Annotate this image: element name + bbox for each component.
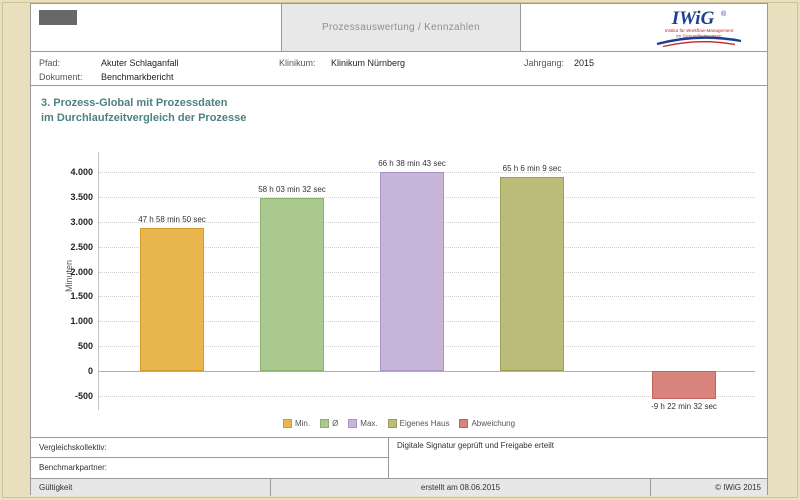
footer-right-note: Digitale Signatur geprüft und Freigabe e… <box>397 441 554 450</box>
legend-item: Min. <box>282 419 311 428</box>
legend-label: Ø <box>332 419 339 428</box>
logo-wordmark: IWiG <box>671 8 715 29</box>
header-corner-mark <box>39 10 77 25</box>
y-tick-label: 2.500 <box>70 241 93 252</box>
y-tick-label: 1.000 <box>70 316 93 327</box>
chart-title-line1: 3. Prozess-Global mit Prozessdaten <box>41 97 228 109</box>
y-tick-label: 3.500 <box>70 191 93 202</box>
legend-item: Abweichung <box>459 419 515 428</box>
bar-value-label: -9 h 22 min 32 sec <box>651 402 717 412</box>
bar-eigenes-haus <box>500 176 564 372</box>
field-value-jahrgang: 2015 <box>574 58 595 68</box>
bar-- <box>260 197 324 372</box>
y-tick-label: 1.500 <box>70 291 93 302</box>
footer-bottom-left: Gültigkeit <box>31 479 271 496</box>
logo-subtitle-line1: Institut für Workflow-Management <box>665 28 734 33</box>
report-meta: Pfad: Akuter Schlaganfall Klinikum: Klin… <box>31 52 767 86</box>
y-tick-label: 500 <box>77 341 93 352</box>
chart-title: 3. Prozess-Global mit Prozessdaten im Du… <box>41 96 246 126</box>
y-tick-label: 3.000 <box>70 216 93 227</box>
y-tick-label: 0 <box>87 366 93 377</box>
chart-section: 3. Prozess-Global mit Prozessdaten im Du… <box>31 85 767 438</box>
report-header: Prozessauswertung / Kennzahlen IWiG ® In… <box>31 4 767 52</box>
footer-left-row1: Vergleichskollektiv: <box>31 437 389 458</box>
legend-label: Max. <box>360 419 378 428</box>
footer-left-row2: Benchmarkpartner: <box>31 458 389 478</box>
bar-min- <box>140 227 204 372</box>
plot-area: 4.000 3.500 3.000 2.500 2.000 1.500 1.000 500 0 -… <box>70 152 755 412</box>
legend-swatch <box>387 419 397 428</box>
header-title-box: Prozessauswertung / Kennzahlen <box>281 4 521 51</box>
legend-item: Eigenes Haus <box>387 419 450 428</box>
legend-swatch <box>282 419 292 428</box>
field-value-pfad: Akuter Schlaganfall <box>101 58 179 68</box>
gridline <box>99 396 755 398</box>
legend-item: Max. <box>348 419 378 428</box>
logo-swoosh-blue <box>656 36 742 46</box>
legend-swatch <box>459 419 469 428</box>
chart-title-line2: im Durchlaufzeitvergleich der Prozesse <box>41 112 247 124</box>
field-label-klinikum: Klinikum: <box>279 58 316 68</box>
y-tick-label: 4.000 <box>70 166 93 177</box>
bar-value-label: 58 h 03 min 32 sec <box>258 184 326 194</box>
legend-label: Eigenes Haus <box>399 419 450 428</box>
footer-bottom-right: © IWiG 2015 <box>715 483 761 492</box>
zero-gridline <box>99 371 755 373</box>
bar-abweichung <box>652 371 716 400</box>
field-value-klinikum: Klinikum Nürnberg <box>331 58 406 68</box>
legend-item: Ø <box>320 419 338 428</box>
legend-label: Min. <box>294 419 311 428</box>
footer-bottom-center: erstellt am 08.06.2015 <box>271 479 651 496</box>
y-tick-label: -500 <box>74 391 93 402</box>
report-page: Prozessauswertung / Kennzahlen IWiG ® In… <box>30 3 768 496</box>
header-title: Prozessauswertung / Kennzahlen <box>322 22 480 33</box>
bar-value-label: 65 h 6 min 9 sec <box>502 163 562 173</box>
y-tick-label: 2.000 <box>70 266 93 277</box>
chart-legend: Min. Ø Max. Eigenes Haus Abweichung <box>31 415 767 433</box>
field-label-jahrgang: Jahrgang: <box>524 58 565 68</box>
bar-value-label: 47 h 58 min 50 sec <box>138 214 206 224</box>
legend-swatch <box>320 419 330 428</box>
iwig-logo-icon: IWiG ® Institut für Workflow-Management … <box>656 8 742 48</box>
field-value-dokument: Benchmarkbericht <box>101 72 174 82</box>
registered-trademark-icon: ® <box>721 10 727 18</box>
field-label-dokument: Dokument: <box>39 72 83 82</box>
iwig-logo: IWiG ® Institut für Workflow-Management … <box>643 7 755 48</box>
legend-label: Abweichung <box>471 419 516 428</box>
bar-max- <box>380 171 444 372</box>
legend-swatch <box>348 419 358 428</box>
logo-subtitle-line2: im Gesundheitswesen <box>676 34 722 39</box>
bar-value-label: 66 h 38 min 43 sec <box>378 158 446 168</box>
field-label-pfad: Pfad: <box>39 58 61 68</box>
footer-bottom-strip: Gültigkeit erstellt am 08.06.2015 © IWiG… <box>31 478 767 496</box>
logo-swoosh-red <box>662 41 736 48</box>
